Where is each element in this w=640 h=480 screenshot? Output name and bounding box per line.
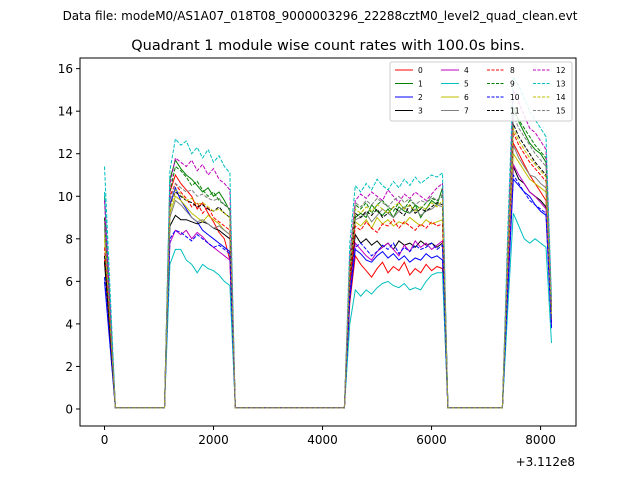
y-tick-label: 8 bbox=[65, 232, 73, 246]
legend-label-6: 6 bbox=[464, 93, 469, 102]
y-tick-label: 12 bbox=[58, 147, 73, 161]
legend-label-4: 4 bbox=[464, 66, 469, 75]
x-tick-label: 6000 bbox=[416, 433, 447, 447]
legend-label-14: 14 bbox=[556, 93, 566, 102]
legend-label-15: 15 bbox=[556, 107, 566, 116]
legend-label-10: 10 bbox=[510, 93, 520, 102]
x-tick-label: 8000 bbox=[525, 433, 556, 447]
legend-label-9: 9 bbox=[510, 80, 515, 89]
legend-label-8: 8 bbox=[510, 66, 515, 75]
legend-label-2: 2 bbox=[418, 93, 423, 102]
figure-suptitle: Data file: modeM0/AS1A07_018T08_90000032… bbox=[63, 9, 578, 23]
legend-label-3: 3 bbox=[418, 107, 423, 116]
x-axis: 0 2000 4000 6000 8000 bbox=[101, 426, 556, 447]
y-tick-label: 2 bbox=[65, 360, 73, 374]
legend-label-7: 7 bbox=[464, 107, 469, 116]
x-tick-label: 2000 bbox=[198, 433, 229, 447]
series-line-11 bbox=[104, 123, 552, 409]
plot-frame bbox=[79, 57, 577, 427]
series-line-5 bbox=[104, 191, 552, 409]
legend-label-13: 13 bbox=[556, 80, 566, 89]
legend-label-5: 5 bbox=[464, 80, 469, 89]
y-tick-label: 16 bbox=[58, 62, 73, 76]
legend-label-0: 0 bbox=[418, 66, 423, 75]
y-axis: 0 2 4 6 8 10 12 14 16 bbox=[58, 62, 80, 416]
x-tick-label: 0 bbox=[101, 433, 109, 447]
series-line-12 bbox=[104, 89, 552, 409]
legend-box bbox=[389, 61, 573, 122]
y-tick-label: 4 bbox=[65, 317, 73, 331]
series-line-10 bbox=[104, 173, 552, 409]
chart-title: Quadrant 1 module wise count rates with … bbox=[131, 38, 525, 54]
x-offset-label: +3.112e8 bbox=[516, 455, 575, 469]
legend-label-12: 12 bbox=[556, 66, 566, 75]
legend-label-11: 11 bbox=[510, 107, 520, 116]
legend-label-1: 1 bbox=[418, 80, 423, 89]
series-line-13 bbox=[104, 75, 552, 409]
series-line-14 bbox=[104, 128, 552, 409]
series-line-15 bbox=[104, 115, 552, 409]
y-tick-label: 6 bbox=[65, 275, 73, 289]
series-layer bbox=[104, 75, 552, 409]
x-tick-label: 4000 bbox=[307, 433, 338, 447]
y-tick-label: 0 bbox=[65, 402, 73, 416]
y-tick-label: 10 bbox=[58, 190, 73, 204]
y-tick-label: 14 bbox=[58, 105, 73, 119]
